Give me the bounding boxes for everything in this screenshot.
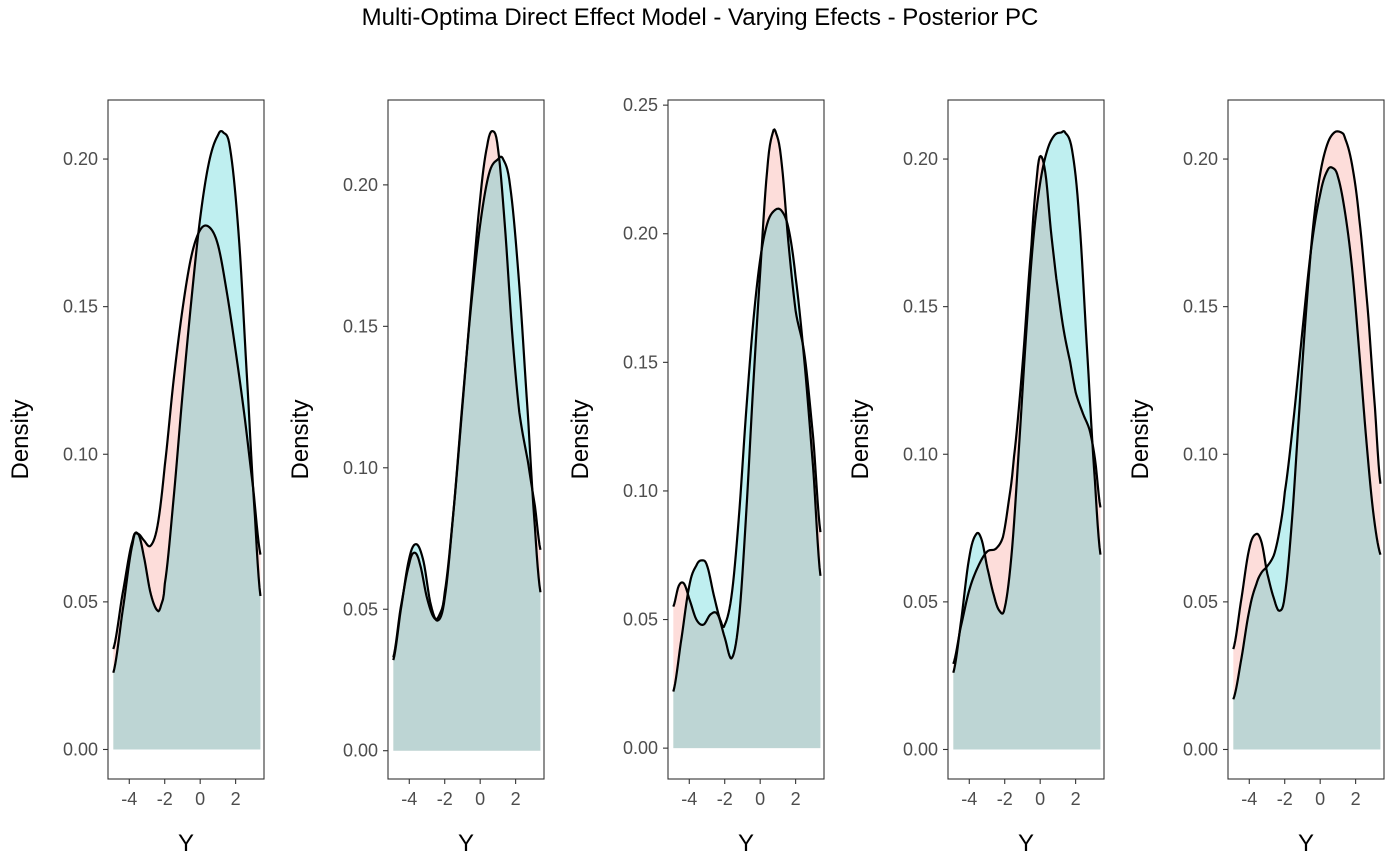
- y-tick-label: 0.20: [623, 224, 658, 244]
- x-tick-label: 0: [195, 789, 205, 809]
- y-tick-label: 0.15: [903, 297, 938, 317]
- density-fill-red-5: [1233, 131, 1381, 750]
- x-axis-title: Y: [738, 830, 754, 857]
- panel-4: 0.00 0.05 0.10 0.15 0.20 -4 -2 0 2 Y Density: [847, 99, 1105, 857]
- y-tick-label: 0.25: [623, 95, 658, 115]
- y-tick-label: 0.00: [343, 741, 378, 761]
- y-tick-label: 0.15: [1183, 297, 1218, 317]
- x-tick-label: 0: [1035, 789, 1045, 809]
- panel-border: [947, 99, 1105, 780]
- x-tick-label: 2: [1071, 789, 1081, 809]
- density-line-blue-3: [672, 207, 822, 692]
- y-tick-label: 0.10: [623, 481, 658, 501]
- panel-3: 0.00 0.05 0.10 0.15 0.20 0.25 -4 -2 0 2 Y Density: [567, 95, 825, 857]
- x-tick-label: 2: [511, 789, 521, 809]
- x-tick-label: 0: [1315, 789, 1325, 809]
- x-tick-label: -4: [681, 789, 697, 809]
- y-tick-label: 0.10: [903, 444, 938, 464]
- y-tick-label: 0.20: [343, 175, 378, 195]
- y-tick-label: 0.05: [1183, 592, 1218, 612]
- density-fill-red-2: [393, 131, 541, 751]
- x-axis-title: Y: [178, 830, 194, 857]
- y-tick-label: 0.10: [1183, 444, 1218, 464]
- x-tick-label: 0: [755, 789, 765, 809]
- x-tick-label: -2: [157, 789, 173, 809]
- y-tick-label: 0.05: [903, 592, 938, 612]
- y-tick-label: 0.15: [343, 316, 378, 336]
- x-tick-label: -2: [437, 789, 453, 809]
- density-line-blue-4: [952, 129, 1102, 673]
- y-tick-label: 0.00: [903, 739, 938, 759]
- x-tick-label: -2: [1277, 789, 1293, 809]
- chart-title: Multi-Optima Direct Effect Model - Varyi…: [361, 4, 1039, 31]
- x-tick-label: -4: [121, 789, 137, 809]
- density-line-red-3: [672, 128, 822, 660]
- panel-border: [107, 99, 265, 780]
- panel-5: 0.00 0.05 0.10 0.15 0.20 -4 -2 0 2 Y Density: [1127, 99, 1385, 857]
- x-axis-title: Y: [1018, 830, 1034, 857]
- y-axis-title: Density: [1127, 399, 1154, 479]
- density-fill-blue-2: [393, 156, 541, 751]
- x-tick-label: -4: [961, 789, 977, 809]
- x-tick-label: -2: [717, 789, 733, 809]
- panel-border: [387, 99, 545, 780]
- y-tick-label: 0.05: [63, 592, 98, 612]
- x-tick-label: -4: [401, 789, 417, 809]
- x-axis-title: Y: [458, 830, 474, 857]
- panel-2: 0.00 0.05 0.10 0.15 0.20 -4 -2 0 2 Y Density: [287, 99, 545, 857]
- panel-border: [667, 99, 825, 780]
- panel-1: 0.00 0.05 0.10 0.15 0.20 -4 -2 0 2 Y Density: [7, 99, 265, 857]
- x-tick-label: -2: [997, 789, 1013, 809]
- y-axis-title: Density: [287, 399, 314, 479]
- y-axis-title: Density: [7, 399, 34, 479]
- density-fill-red-3: [673, 129, 821, 749]
- y-axis-title: Density: [847, 399, 874, 479]
- density-fill-blue-3: [673, 208, 821, 749]
- x-tick-label: 2: [231, 789, 241, 809]
- density-line-blue-5: [1232, 166, 1382, 700]
- y-tick-label: 0.05: [343, 599, 378, 619]
- density-line-blue-1: [112, 129, 262, 673]
- density-line-red-4: [952, 154, 1102, 665]
- panel-border: [1227, 99, 1385, 780]
- y-tick-label: 0.15: [623, 352, 658, 372]
- x-tick-label: 2: [791, 789, 801, 809]
- y-tick-label: 0.20: [1183, 149, 1218, 169]
- density-line-blue-2: [392, 155, 542, 661]
- y-tick-label: 0.10: [63, 444, 98, 464]
- x-tick-label: 0: [475, 789, 485, 809]
- density-fill-blue-4: [953, 131, 1101, 750]
- y-axis-title: Density: [567, 399, 594, 479]
- y-tick-label: 0.00: [623, 738, 658, 758]
- y-tick-label: 0.20: [63, 149, 98, 169]
- density-line-red-5: [1232, 130, 1382, 650]
- density-fill-blue-5: [1233, 167, 1381, 750]
- y-tick-label: 0.15: [63, 297, 98, 317]
- density-fill-red-1: [113, 225, 261, 750]
- y-tick-label: 0.00: [1183, 739, 1218, 759]
- x-tick-label: 2: [1351, 789, 1361, 809]
- x-axis-title: Y: [1298, 830, 1314, 857]
- density-fill-red-4: [953, 156, 1101, 750]
- y-tick-label: 0.10: [343, 458, 378, 478]
- x-tick-label: -4: [1241, 789, 1257, 809]
- y-tick-label: 0.20: [903, 149, 938, 169]
- y-tick-label: 0.00: [63, 739, 98, 759]
- y-tick-label: 0.05: [623, 610, 658, 630]
